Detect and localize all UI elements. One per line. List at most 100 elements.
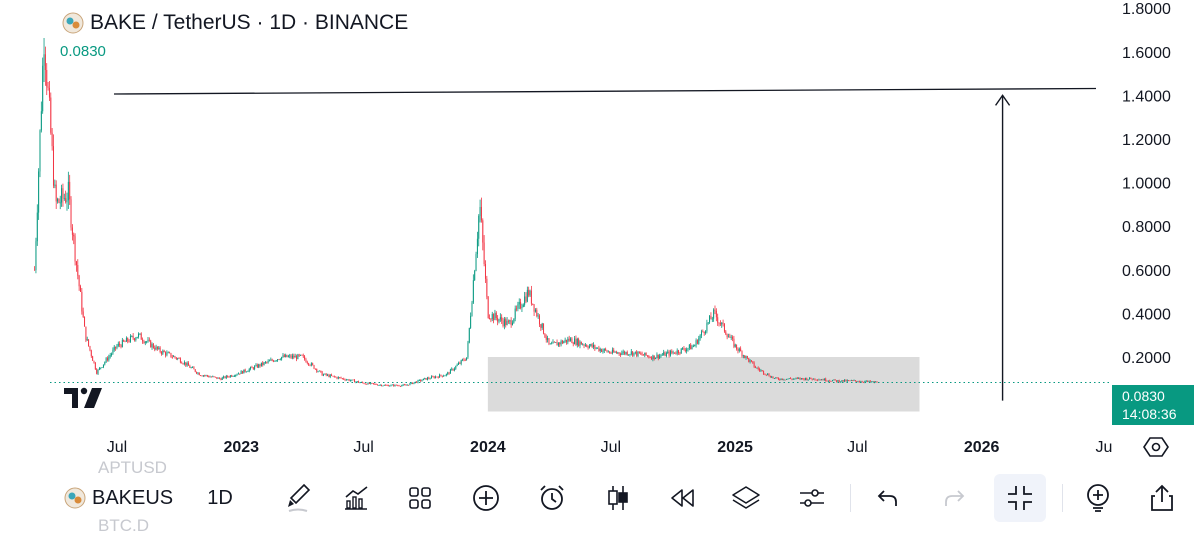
interval-button[interactable]: 1D xyxy=(207,486,233,509)
candle-body xyxy=(745,356,747,358)
candle-body xyxy=(363,382,365,384)
candle-body xyxy=(873,381,875,383)
candle xyxy=(645,352,647,356)
indicators-button[interactable] xyxy=(336,478,376,518)
candle-body xyxy=(116,345,118,349)
candle-body xyxy=(216,377,218,379)
candle-body xyxy=(759,369,761,371)
price-axis[interactable]: 1.8000 1.6000 1.4000 1.2000 1.0000 0.8000 0.60… xyxy=(1122,1,1171,367)
candle-body xyxy=(96,369,98,374)
brush-button[interactable] xyxy=(278,478,318,518)
candle xyxy=(513,318,515,324)
candle xyxy=(563,340,565,344)
candle-body xyxy=(661,354,663,356)
candle xyxy=(46,63,48,96)
candle-body xyxy=(250,366,252,369)
candle xyxy=(571,337,573,344)
settings-button[interactable] xyxy=(792,478,832,518)
candle xyxy=(462,358,464,362)
candle-body xyxy=(318,370,320,372)
candle-body xyxy=(786,378,788,380)
ideas-button[interactable] xyxy=(1078,478,1118,518)
share-button[interactable] xyxy=(1142,478,1182,518)
exit-fullscreen-button[interactable] xyxy=(994,474,1046,522)
symbol-search-button[interactable]: BAKEUS xyxy=(64,478,184,518)
candle xyxy=(714,305,716,315)
candle-body xyxy=(833,379,835,381)
redo-button[interactable] xyxy=(934,478,974,518)
candle-body xyxy=(406,384,408,386)
candle xyxy=(300,354,302,356)
candle xyxy=(804,377,806,381)
candle xyxy=(543,323,545,335)
candle xyxy=(564,337,566,343)
candle xyxy=(270,357,272,361)
candle xyxy=(182,362,184,365)
chart-settings-icon[interactable] xyxy=(1143,436,1169,458)
candle xyxy=(94,361,96,370)
candle-body xyxy=(520,301,522,309)
candle-body xyxy=(113,346,115,350)
candle-body xyxy=(641,353,643,355)
candle-body xyxy=(71,227,73,235)
candle-body xyxy=(663,352,665,355)
candle xyxy=(151,342,153,350)
add-button[interactable] xyxy=(466,478,506,518)
candle-body xyxy=(872,381,874,383)
candle-body xyxy=(694,345,696,347)
x-tick-label: Jul xyxy=(353,439,373,456)
candle xyxy=(335,376,337,378)
replay-button[interactable] xyxy=(662,478,702,518)
candle xyxy=(833,379,835,381)
candle-body xyxy=(780,378,782,380)
candle-body xyxy=(591,344,593,348)
candle xyxy=(279,358,281,361)
candle xyxy=(136,336,138,339)
candle xyxy=(139,333,141,336)
candle xyxy=(225,374,227,380)
candle-body xyxy=(421,380,423,382)
candle xyxy=(165,351,167,358)
candle-body xyxy=(358,381,360,383)
price-chart[interactable]: 1.8000 1.6000 1.4000 1.2000 1.0000 0.8000 0.60… xyxy=(0,0,1200,466)
alert-button[interactable] xyxy=(532,478,572,518)
candle-body xyxy=(59,202,61,204)
candle xyxy=(773,377,775,379)
candle xyxy=(105,357,107,363)
candle-body xyxy=(691,346,693,350)
candle-body xyxy=(852,380,854,382)
redo-icon xyxy=(945,490,965,506)
candle-body xyxy=(499,317,501,320)
chart-type-button[interactable] xyxy=(598,478,638,518)
candle xyxy=(845,379,847,382)
layers-button[interactable] xyxy=(726,478,766,518)
candle-body xyxy=(615,352,617,353)
candle-body xyxy=(183,362,185,364)
candle-body xyxy=(480,206,482,221)
candle-body xyxy=(204,375,206,377)
candle xyxy=(306,360,308,365)
candle xyxy=(580,341,582,345)
candle-body xyxy=(138,333,140,337)
candle-body xyxy=(507,320,509,322)
candle xyxy=(395,384,397,386)
candle-body xyxy=(144,341,146,344)
templates-button[interactable] xyxy=(400,478,440,518)
candle-body xyxy=(111,353,113,356)
candle xyxy=(152,342,154,349)
time-axis[interactable]: Jul 2023 Jul 2024 Jul 2025 Jul 2026 Ju xyxy=(107,439,1113,456)
candle xyxy=(143,339,145,344)
candle xyxy=(807,379,809,381)
candle xyxy=(679,351,681,356)
candle-body xyxy=(312,363,314,366)
candle-body xyxy=(291,355,293,358)
candle-body xyxy=(727,336,729,338)
undo-button[interactable] xyxy=(868,478,908,518)
candle-body xyxy=(305,359,307,363)
candle xyxy=(599,347,601,353)
candle-body xyxy=(803,378,805,380)
candle-body xyxy=(304,356,306,360)
candle xyxy=(565,339,567,345)
candle-body xyxy=(440,374,442,376)
drawings-layer xyxy=(50,87,1112,401)
